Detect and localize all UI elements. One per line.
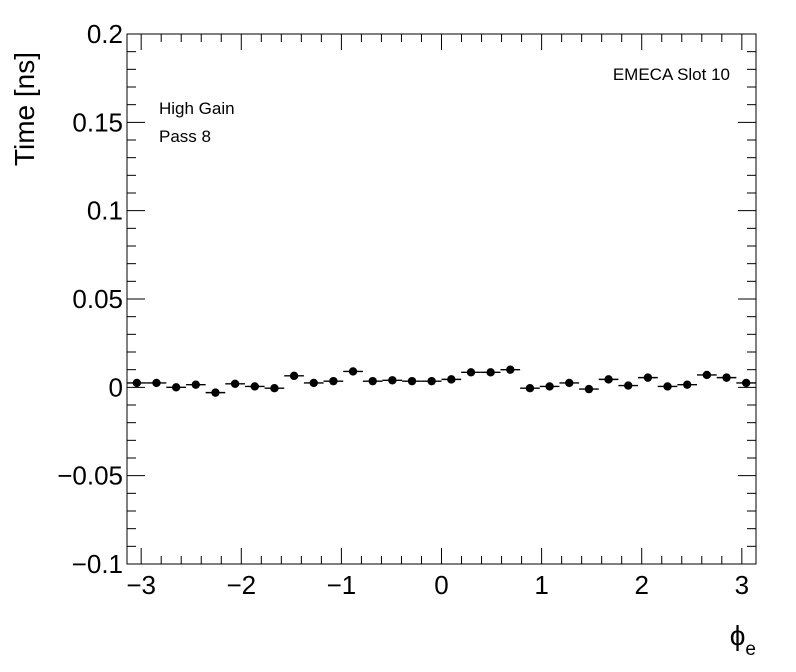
- x-axis-title: ϕe: [730, 620, 756, 660]
- data-point: [486, 368, 495, 377]
- data-point: [250, 382, 259, 391]
- data-point: [643, 373, 653, 382]
- data-point: [309, 378, 318, 388]
- x-tick-label: −2: [226, 570, 256, 600]
- data-point: [427, 376, 436, 386]
- x-tick-label: 2: [634, 570, 648, 600]
- data-point: [565, 378, 574, 388]
- y-tick-labels: −0.1 −0.05 0 0.05 0.1 0.15 0.2: [57, 19, 123, 579]
- x-tick-labels: −3 −2 −1 0 1 2 3: [126, 570, 749, 600]
- y-tick-label: 0.15: [72, 107, 123, 137]
- y-tick-label: 0.1: [87, 196, 123, 226]
- data-point: [506, 365, 515, 374]
- y-tick-label: 0: [109, 372, 123, 402]
- data-point: [741, 378, 751, 388]
- data-points: [127, 365, 756, 397]
- data-point: [270, 384, 279, 393]
- data-point: [230, 379, 240, 388]
- tick-marks: [127, 33, 756, 565]
- x-tick-label: −1: [327, 570, 357, 600]
- x-axis-title-sub: e: [745, 639, 756, 660]
- data-point: [211, 388, 220, 397]
- x-tick-label: 0: [434, 570, 448, 600]
- data-point: [329, 376, 338, 386]
- data-point: [171, 383, 181, 392]
- data-point: [388, 376, 397, 385]
- x-axis-title-main: ϕ: [730, 620, 746, 651]
- y-tick-label: −0.1: [72, 549, 123, 579]
- x-tick-label: −3: [126, 570, 156, 600]
- annotation-slot: EMECA Slot 10: [613, 65, 730, 84]
- data-point: [289, 371, 299, 381]
- data-point: [545, 382, 554, 391]
- data-point: [132, 378, 142, 388]
- data-point: [663, 382, 672, 391]
- data-point: [191, 380, 200, 389]
- data-point: [584, 384, 594, 394]
- data-point: [407, 376, 417, 386]
- data-point: [683, 380, 692, 389]
- data-point: [722, 373, 731, 382]
- annotation-gain: High Gain: [159, 99, 235, 118]
- y-tick-label: 0.05: [72, 284, 123, 314]
- y-tick-label: −0.05: [57, 461, 123, 491]
- data-point: [624, 381, 633, 390]
- data-point: [604, 375, 613, 384]
- annotation-pass: Pass 8: [159, 127, 211, 146]
- data-point: [525, 384, 535, 393]
- y-axis-title: Time [ns]: [9, 52, 40, 166]
- data-point: [348, 367, 358, 376]
- data-point: [702, 370, 712, 380]
- data-point: [152, 378, 161, 388]
- data-point: [368, 376, 377, 386]
- data-point: [447, 375, 456, 384]
- data-point: [466, 368, 476, 377]
- x-tick-label: 3: [735, 570, 749, 600]
- x-tick-label: 1: [534, 570, 548, 600]
- y-tick-label: 0.2: [87, 19, 123, 49]
